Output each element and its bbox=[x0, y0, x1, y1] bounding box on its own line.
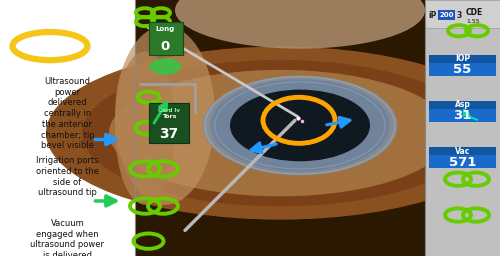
Text: 31: 31 bbox=[454, 110, 471, 122]
Circle shape bbox=[322, 78, 338, 86]
Text: IOP: IOP bbox=[455, 54, 470, 63]
Text: 3: 3 bbox=[457, 11, 462, 20]
Text: Tors: Tors bbox=[162, 114, 176, 119]
Text: 0: 0 bbox=[161, 40, 170, 52]
Circle shape bbox=[210, 79, 390, 172]
Ellipse shape bbox=[109, 70, 451, 196]
FancyBboxPatch shape bbox=[429, 109, 496, 122]
Ellipse shape bbox=[46, 47, 500, 220]
Text: 1.55: 1.55 bbox=[466, 19, 479, 24]
Text: CDE: CDE bbox=[466, 8, 483, 17]
Circle shape bbox=[230, 90, 370, 161]
FancyBboxPatch shape bbox=[429, 101, 496, 109]
Text: Cord lv: Cord lv bbox=[158, 108, 180, 113]
Circle shape bbox=[245, 82, 265, 92]
Text: 200: 200 bbox=[440, 12, 454, 18]
Text: Irrigation ports
oriented to the
side of
ultrasound tip: Irrigation ports oriented to the side of… bbox=[36, 156, 99, 197]
FancyBboxPatch shape bbox=[135, 0, 425, 256]
Text: Vacuum
engaged when
ultrasound power
is delivered: Vacuum engaged when ultrasound power is … bbox=[30, 219, 104, 256]
FancyBboxPatch shape bbox=[429, 147, 496, 155]
Text: Asp: Asp bbox=[454, 100, 470, 110]
Circle shape bbox=[150, 58, 182, 75]
Ellipse shape bbox=[175, 0, 425, 49]
Text: iP: iP bbox=[428, 11, 436, 20]
Text: 571: 571 bbox=[449, 156, 476, 168]
Text: Ultrasound
power
delivered
centrally in
the anterior
chamber; tip
bevel visible: Ultrasound power delivered centrally in … bbox=[40, 77, 94, 150]
Text: Vac: Vac bbox=[455, 146, 470, 156]
Text: 55: 55 bbox=[454, 63, 471, 76]
FancyBboxPatch shape bbox=[0, 0, 135, 256]
Circle shape bbox=[231, 141, 249, 151]
FancyBboxPatch shape bbox=[425, 0, 500, 28]
FancyBboxPatch shape bbox=[429, 155, 496, 168]
Text: Long: Long bbox=[156, 26, 175, 32]
FancyBboxPatch shape bbox=[425, 0, 500, 256]
FancyBboxPatch shape bbox=[429, 63, 496, 76]
Ellipse shape bbox=[115, 51, 175, 205]
Circle shape bbox=[202, 76, 398, 175]
Ellipse shape bbox=[82, 60, 478, 206]
FancyBboxPatch shape bbox=[429, 55, 496, 63]
Ellipse shape bbox=[115, 26, 215, 205]
FancyBboxPatch shape bbox=[148, 103, 189, 143]
FancyBboxPatch shape bbox=[148, 22, 182, 55]
FancyBboxPatch shape bbox=[438, 10, 455, 20]
Text: 37: 37 bbox=[159, 127, 178, 141]
